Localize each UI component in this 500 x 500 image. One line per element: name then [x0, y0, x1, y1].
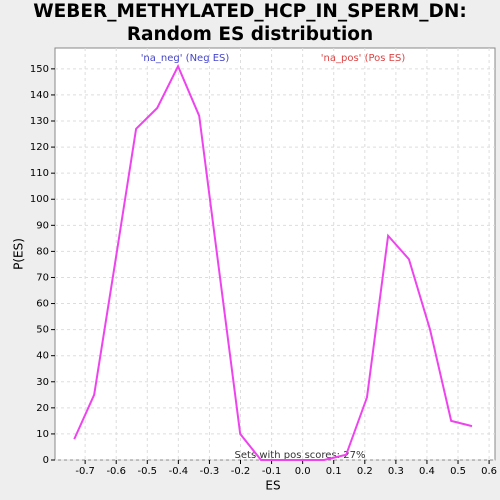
- annotation: 'na_pos' (Pos ES): [321, 53, 406, 64]
- line: [73, 63, 473, 461]
- y-tick-label: 120: [30, 142, 49, 153]
- y-tick-label: 150: [30, 64, 49, 75]
- y-tick-label: 130: [30, 116, 49, 127]
- y-tick-label: 80: [36, 246, 49, 257]
- x-axis-label: ES: [265, 479, 280, 493]
- y-tick-label: 60: [36, 299, 49, 310]
- y-tick-label: 70: [36, 272, 49, 283]
- x-tick-label: -0.4: [169, 466, 189, 477]
- x-tick-label: -0.6: [106, 466, 126, 477]
- x-tick-label: -0.2: [231, 466, 251, 477]
- y-tick-label: 50: [36, 325, 49, 336]
- x-tick-label: 0.1: [326, 466, 342, 477]
- y-tick-label: 40: [36, 351, 49, 362]
- annotation: 'na_neg' (Neg ES): [141, 53, 230, 64]
- x-tick-label: -0.3: [200, 466, 220, 477]
- x-tick-label: 0.4: [419, 466, 435, 477]
- x-tick-label: 0.2: [357, 466, 373, 477]
- x-tick-label: 0.3: [388, 466, 404, 477]
- x-tick-label: 0.6: [481, 466, 497, 477]
- y-tick-label: 20: [36, 403, 49, 414]
- x-tick-label: -0.5: [138, 466, 158, 477]
- y-tick-label: 110: [30, 168, 49, 179]
- y-tick-label: 140: [30, 90, 49, 101]
- y-tick-label: 10: [36, 429, 49, 440]
- annotation: Sets with pos scores: 27%: [235, 450, 366, 461]
- x-tick-label: 0.5: [450, 466, 466, 477]
- y-tick-label: 30: [36, 377, 49, 388]
- y-tick-label: 90: [36, 220, 49, 231]
- x-tick-label: -0.7: [75, 466, 95, 477]
- y-tick-label: 0: [43, 455, 49, 466]
- chart-title: WEBER_METHYLATED_HCP_IN_SPERM_DN: Random…: [33, 1, 467, 45]
- y-tick-label: 100: [30, 194, 49, 205]
- x-tick-label: 0.0: [295, 466, 311, 477]
- plot-area: [54, 47, 496, 461]
- y-axis-label: P(ES): [12, 238, 26, 270]
- x-tick-label: -0.1: [262, 466, 282, 477]
